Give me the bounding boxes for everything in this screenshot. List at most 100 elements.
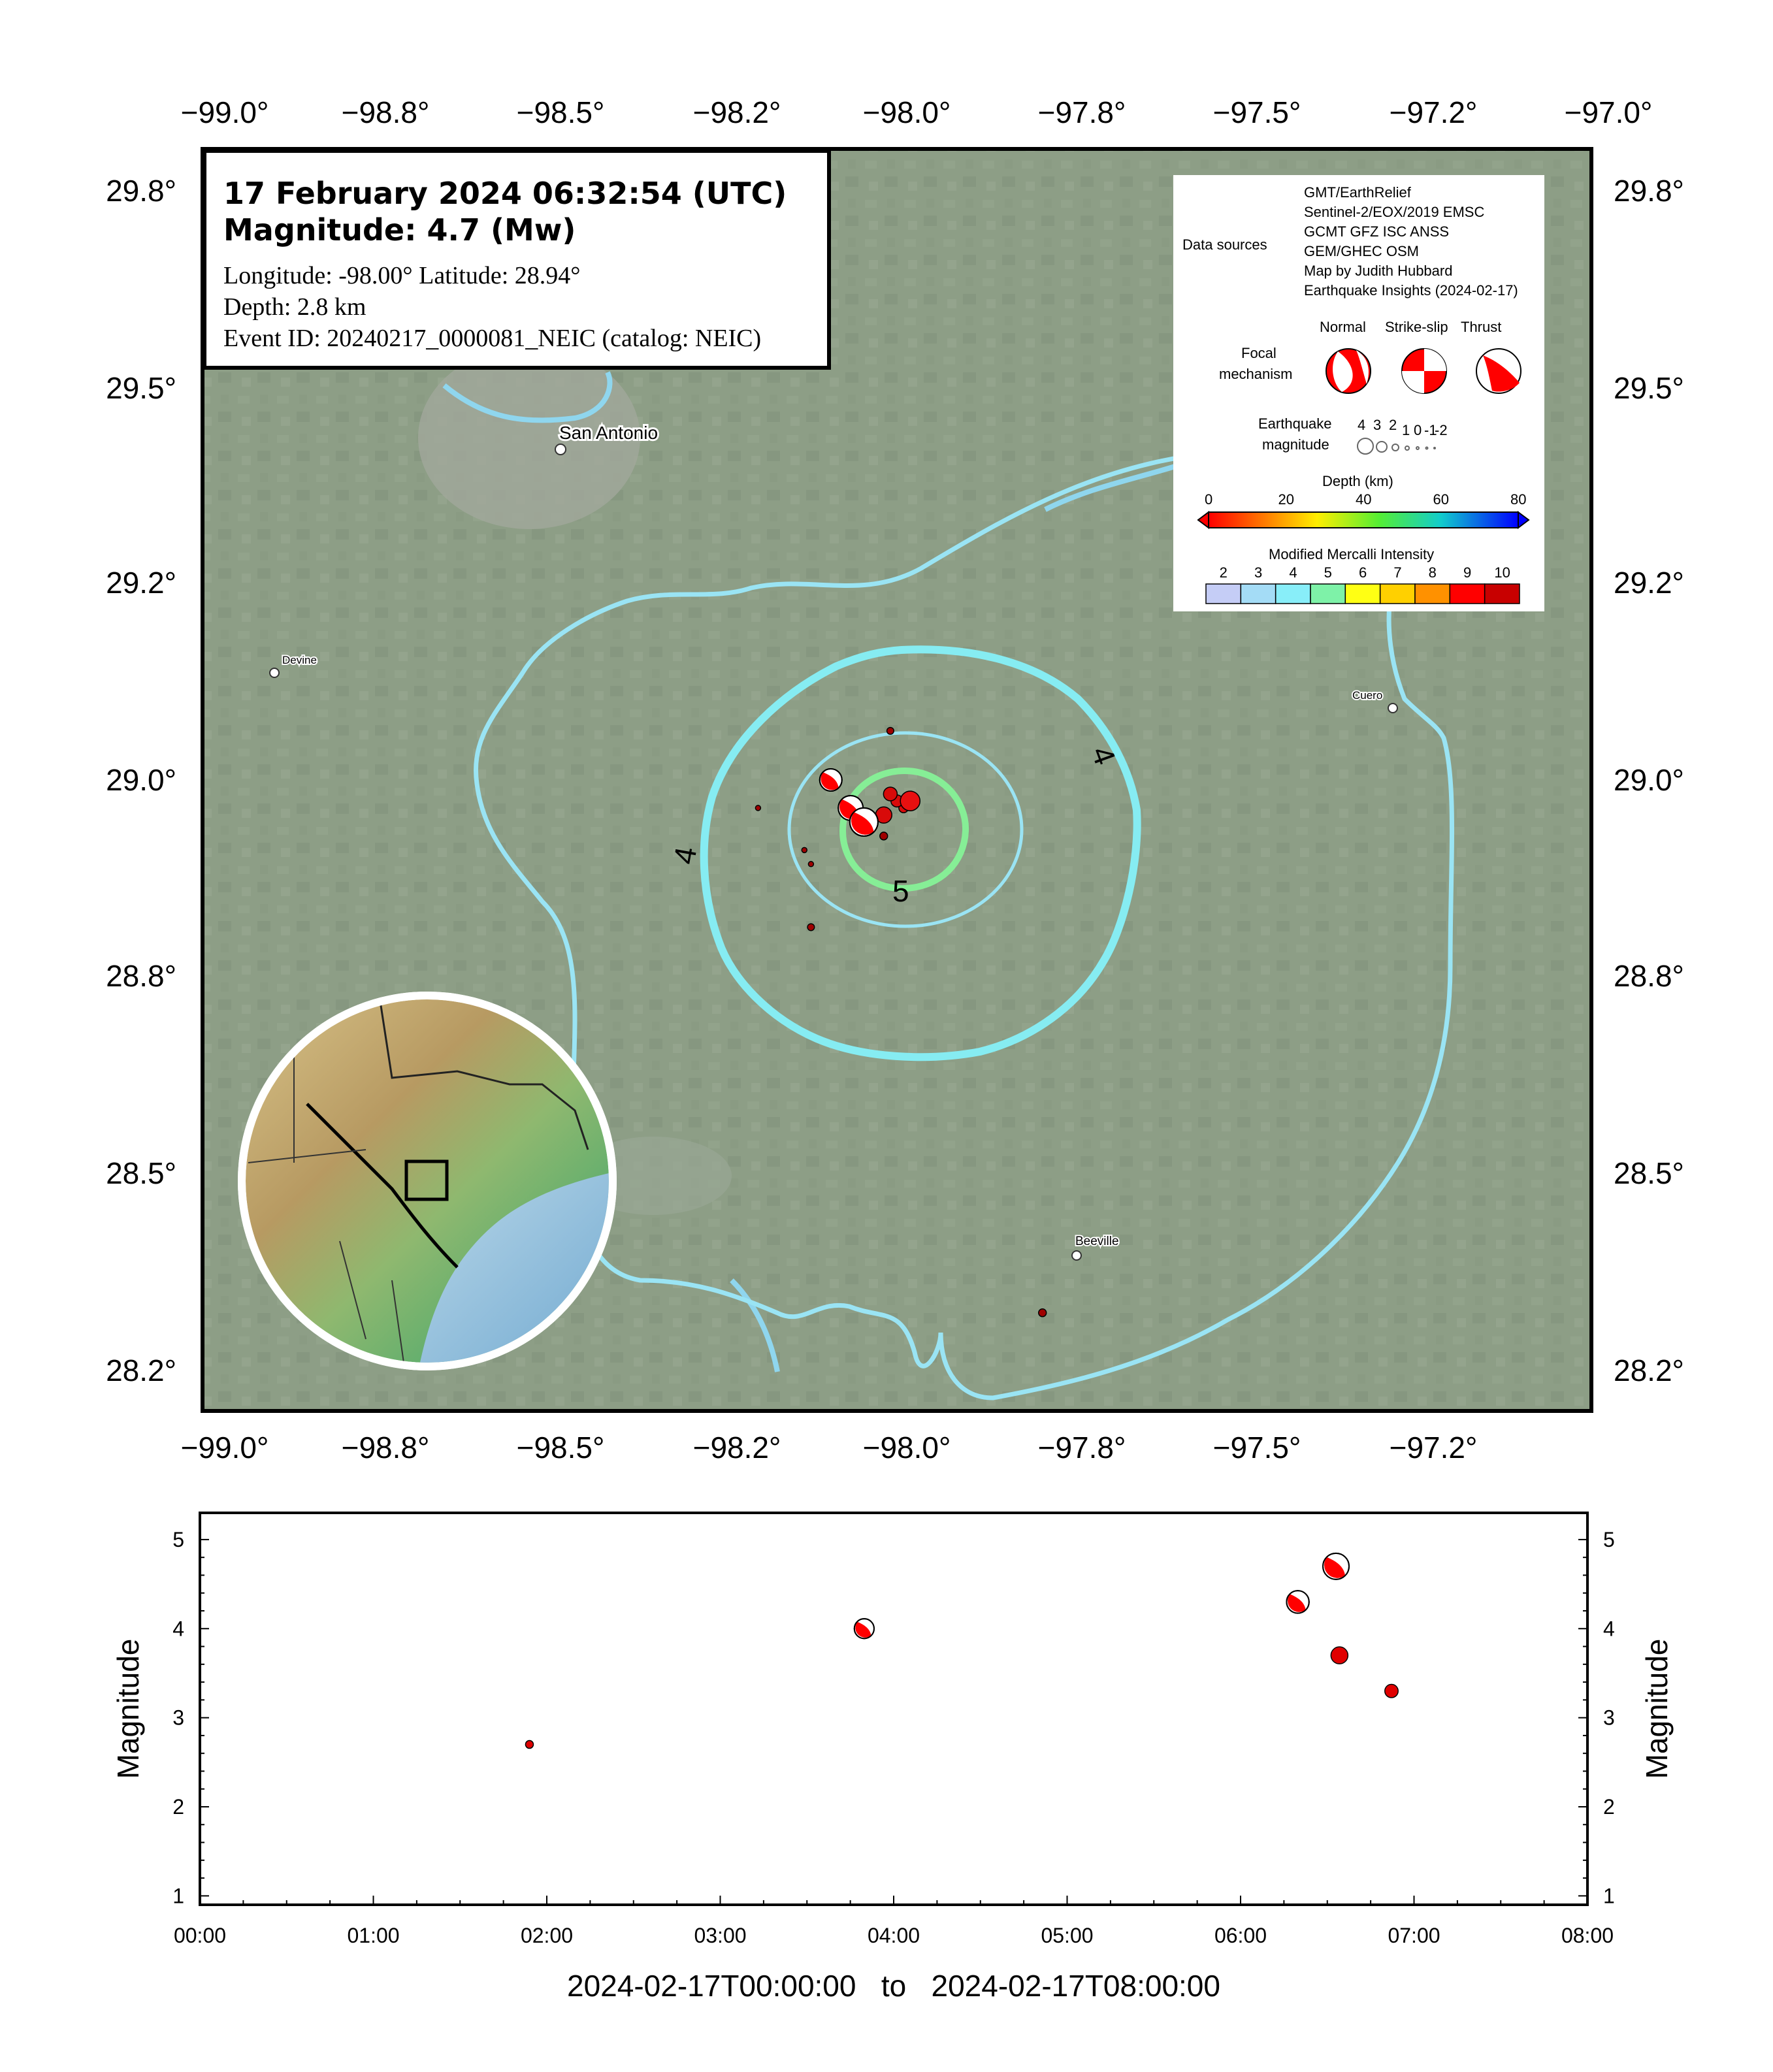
longitude-axis-bottom: −99.0° −98.8° −98.5° −98.2° −98.0° −97.8° −97.… [181,1431,1478,1465]
time-tick-label: 08:00 [1561,1924,1614,1947]
map-legend: Data sources GMT/EarthRelief Sentinel-2/… [1173,175,1544,611]
lat-tick-label: 28.5° [1614,1156,1684,1190]
mmi-colorbar [1205,583,1520,604]
magnitude-tick-right: 1 [1603,1884,1615,1907]
thrust-mechanism-icon [1476,348,1521,394]
mmi-swatch [1484,583,1520,604]
lon-tick-label: −98.5° [517,1431,605,1465]
lat-tick-label: 28.2° [1614,1353,1684,1387]
mmi-tick: 2 [1219,564,1228,581]
lon-tick-label: −97.5° [1213,1431,1301,1465]
magnitude-tick-right: 4 [1603,1617,1615,1640]
data-source-1: GMT/EarthRelief [1304,184,1411,201]
event-datetime: 17 February 2024 06:32:54 (UTC) [223,176,787,211]
town-san-antonio: San Antonio [555,421,660,455]
mmi-tick: 9 [1463,564,1472,581]
strike-slip-mechanism-icon [1401,348,1447,394]
town-cuero: Cuero [1351,688,1398,713]
timeline-focal-mechanism [1322,1552,1350,1580]
lat-tick-label: 28.5° [106,1156,176,1190]
san-antonio-urban-area [418,346,640,529]
lon-tick-label: −98.0° [863,95,951,129]
lon-tick-label: −98.5° [517,95,605,129]
time-tick-label: 06:00 [1214,1924,1267,1947]
depth-colorbar [1197,511,1530,529]
mmi-4-inner-contour [787,731,1024,928]
time-tick-label: 03:00 [694,1924,746,1947]
time-tick-label: 05:00 [1041,1924,1093,1947]
magnitude-tick-left: 1 [172,1884,184,1907]
legend-graphics [1197,348,1530,604]
magnitude-value: -1 [1424,422,1437,438]
mmi-tick: 8 [1428,564,1437,581]
map-event-marker [883,786,898,801]
map-focal-mechanism [819,768,843,792]
mmi-swatch [1205,583,1242,604]
magnitude-tick-right: 2 [1603,1795,1615,1819]
inset-border [238,992,617,1370]
map-event-marker [801,847,808,854]
mmi-swatch [1344,583,1381,604]
depth-tick: 60 [1433,491,1449,508]
map-event-marker [807,923,815,931]
lat-tick-label: 29.8° [106,174,176,208]
magnitude-scale-circles [1357,438,1436,455]
town-label: Beeville [1075,1235,1119,1248]
map-event-marker [879,832,888,841]
latitude-axis-left: 29.8° 29.5° 29.2° 29.0° 28.8° 28.5° 28.2° [106,174,176,1387]
mmi-title: Modified Mercalli Intensity [1269,546,1435,562]
town-label: Cuero [1352,689,1382,702]
timeline-events [525,1552,1399,1749]
map-event-marker [900,790,921,811]
timeline-y-axis: 1 1 2 2 3 3 4 4 5 5 [172,1528,1615,1907]
town-label: Devine [282,654,317,666]
data-sources-label: Data sources [1182,236,1267,253]
magnitude-scale-values: 4 3 2 1 0 -1 -2 [1358,417,1527,438]
lat-tick-label: 29.0° [106,763,176,797]
town-beeville: Beeville [1071,1233,1120,1261]
mmi-swatch [1449,583,1486,604]
timeline-event-marker [525,1740,534,1749]
lon-tick-label: −97.8° [1038,95,1126,129]
town-devine: Devine [269,653,318,678]
lon-tick-label: −99.0° [181,1431,269,1465]
lat-tick-label: 28.8° [106,959,176,993]
lon-tick-label: −98.2° [693,95,781,129]
earthquake-events [755,726,1047,1318]
data-source-3: GCMT GFZ ISC ANSS [1304,223,1450,240]
depth-tick: 0 [1205,491,1213,508]
mmi-tick: 3 [1254,564,1263,581]
lon-tick-label: −98.2° [693,1431,781,1465]
event-magnitude: Magnitude: 4.7 (Mw) [223,212,576,248]
magnitude-value: 1 [1402,422,1410,438]
time-tick-label: 04:00 [868,1924,920,1947]
mmi-3-contour [474,448,1454,1400]
magnitude-tick-left: 4 [172,1617,184,1640]
magnitude-tick-left: 5 [172,1528,184,1551]
lon-tick-label: −97.5° [1213,95,1301,129]
lon-tick-label: −98.0° [863,1431,951,1465]
lon-tick-label: −97.0° [1565,95,1653,129]
focal-label-2: mechanism [1219,366,1293,382]
magnitude-value: 2 [1389,417,1397,433]
mmi-swatch [1240,583,1277,604]
depth-tick: 20 [1278,491,1294,508]
timeline-event-marker [1330,1646,1349,1664]
depth-title: Depth (km) [1322,473,1393,489]
event-title-box: 17 February 2024 06:32:54 (UTC) Magnitud… [203,149,831,370]
depth-tick: 80 [1510,491,1527,508]
lat-tick-label: 29.8° [1614,174,1684,208]
timeline-frame [199,1512,1589,1906]
lat-tick-label: 29.5° [1614,371,1684,405]
map-event-marker [886,726,894,735]
depth-ticks: 0 20 40 60 80 [1173,491,1544,511]
longitude-axis-top: −99.0° −98.8° −98.5° −98.2° −98.0° −97.8° −97.… [181,95,1653,129]
mmi-swatch [1275,583,1311,604]
focal-label-1: Focal [1241,345,1277,361]
data-source-6: Earthquake Insights (2024-02-17) [1304,282,1518,299]
event-id: Event ID: 20240217_0000081_NEIC (catalog… [223,325,762,352]
time-tick-label: 00:00 [174,1924,226,1947]
map-event-marker [807,861,815,867]
timeline-ylabel-right: Magnitude [1640,1639,1674,1779]
magnitude-tick-right: 3 [1603,1706,1615,1730]
